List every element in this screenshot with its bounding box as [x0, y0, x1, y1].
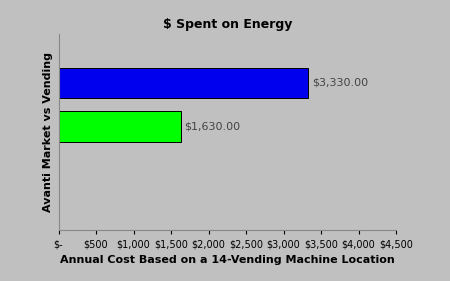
Y-axis label: Avanti Market vs Vending: Avanti Market vs Vending — [43, 52, 53, 212]
X-axis label: Annual Cost Based on a 14-Vending Machine Location: Annual Cost Based on a 14-Vending Machin… — [60, 255, 395, 265]
Text: $1,630.00: $1,630.00 — [184, 122, 241, 132]
Bar — [58, 68, 308, 98]
Title: $ Spent on Energy: $ Spent on Energy — [162, 18, 292, 31]
Bar — [58, 111, 181, 142]
Text: $3,330.00: $3,330.00 — [312, 78, 368, 88]
